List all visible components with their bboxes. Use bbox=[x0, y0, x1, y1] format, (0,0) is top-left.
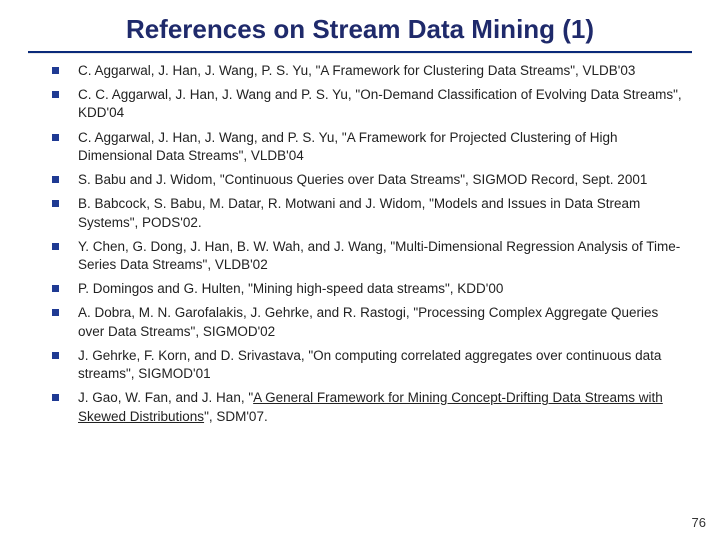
slide-container: References on Stream Data Mining (1) C. … bbox=[0, 0, 720, 540]
ref-text-post: ", SDM'07. bbox=[204, 409, 268, 424]
page-number: 76 bbox=[692, 515, 706, 530]
ref-text: C. Aggarwal, J. Han, J. Wang, and P. S. … bbox=[78, 130, 618, 163]
page-title: References on Stream Data Mining (1) bbox=[28, 14, 692, 45]
list-item: A. Dobra, M. N. Garofalakis, J. Gehrke, … bbox=[52, 304, 686, 340]
ref-text: A. Dobra, M. N. Garofalakis, J. Gehrke, … bbox=[78, 305, 658, 338]
list-item: C. Aggarwal, J. Han, J. Wang, P. S. Yu, … bbox=[52, 62, 686, 80]
ref-text: B. Babcock, S. Babu, M. Datar, R. Motwan… bbox=[78, 196, 640, 229]
list-item: Y. Chen, G. Dong, J. Han, B. W. Wah, and… bbox=[52, 238, 686, 274]
ref-text: S. Babu and J. Widom, "Continuous Querie… bbox=[78, 172, 647, 187]
list-item: C. C. Aggarwal, J. Han, J. Wang and P. S… bbox=[52, 86, 686, 122]
list-item: C. Aggarwal, J. Han, J. Wang, and P. S. … bbox=[52, 129, 686, 165]
ref-text: Y. Chen, G. Dong, J. Han, B. W. Wah, and… bbox=[78, 239, 680, 272]
references-list: C. Aggarwal, J. Han, J. Wang, P. S. Yu, … bbox=[28, 62, 692, 426]
list-item: S. Babu and J. Widom, "Continuous Querie… bbox=[52, 171, 686, 189]
ref-text: C. Aggarwal, J. Han, J. Wang, P. S. Yu, … bbox=[78, 63, 635, 78]
list-item: P. Domingos and G. Hulten, "Mining high-… bbox=[52, 280, 686, 298]
title-rule bbox=[28, 51, 692, 54]
list-item: B. Babcock, S. Babu, M. Datar, R. Motwan… bbox=[52, 195, 686, 231]
ref-text: C. C. Aggarwal, J. Han, J. Wang and P. S… bbox=[78, 87, 682, 120]
list-item: J. Gehrke, F. Korn, and D. Srivastava, "… bbox=[52, 347, 686, 383]
ref-text: J. Gehrke, F. Korn, and D. Srivastava, "… bbox=[78, 348, 661, 381]
ref-text: P. Domingos and G. Hulten, "Mining high-… bbox=[78, 281, 503, 296]
list-item: J. Gao, W. Fan, and J. Han, "A General F… bbox=[52, 389, 686, 425]
ref-text-pre: J. Gao, W. Fan, and J. Han, " bbox=[78, 390, 253, 405]
